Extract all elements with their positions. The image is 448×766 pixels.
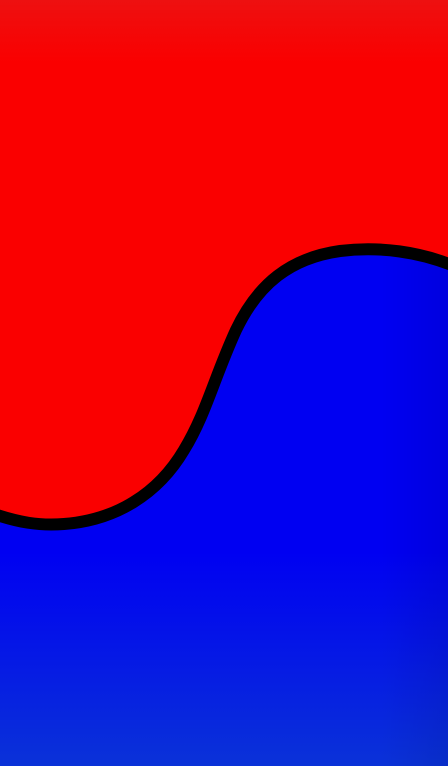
divider-curve (0, 243, 448, 531)
upper-red-region (0, 0, 448, 525)
